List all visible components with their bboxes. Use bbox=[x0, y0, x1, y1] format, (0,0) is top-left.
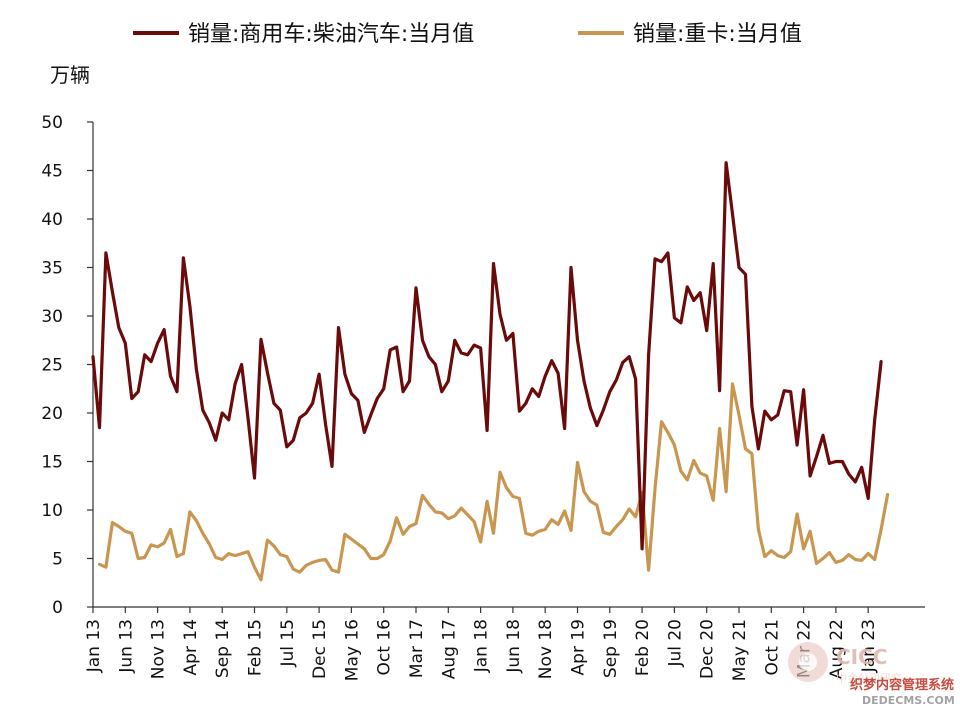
x-tick-label: Apr 14 bbox=[181, 619, 201, 675]
legend: 销量:商用车:柴油汽车:当月值 销量:重卡:当月值 bbox=[133, 22, 802, 47]
x-tick-label: Jul 20 bbox=[665, 619, 685, 668]
legend-label-diesel-commercial-vehicle: 销量:商用车:柴油汽车:当月值 bbox=[188, 22, 474, 47]
cicc-logo-inner-icon bbox=[799, 653, 817, 671]
series-line-diesel-commercial-vehicle bbox=[91, 161, 883, 551]
x-tick-label: Oct 21 bbox=[762, 619, 782, 675]
series-line-heavy-truck bbox=[97, 382, 890, 582]
x-tick-label: Feb 20 bbox=[633, 619, 653, 676]
x-tick-label: Jan 23 bbox=[859, 619, 879, 673]
watermark: CICC 中金公司研究 织梦内容管理系统 DEDECMS.COM bbox=[788, 642, 955, 707]
x-tick-label: Sep 19 bbox=[601, 619, 621, 678]
x-tick-label: May 16 bbox=[342, 619, 362, 681]
y-axis-unit-label: 万辆 bbox=[50, 63, 90, 87]
watermark-site-text-en: DEDECMS.COM bbox=[862, 694, 955, 707]
x-tick-label: Dec 20 bbox=[698, 619, 718, 679]
x-tick-label: Nov 13 bbox=[149, 619, 169, 679]
x-tick-label: Mar 17 bbox=[407, 619, 427, 678]
x-tick-label: Feb 15 bbox=[246, 619, 266, 676]
x-tick-label: Apr 19 bbox=[569, 619, 589, 675]
y-tick-label: 10 bbox=[41, 501, 63, 521]
y-tick-label: 40 bbox=[41, 210, 63, 230]
x-tick-label: Jun 18 bbox=[504, 619, 524, 674]
y-tick-label: 30 bbox=[41, 307, 63, 327]
watermark-site-text-cn: 织梦内容管理系统 bbox=[850, 677, 954, 693]
x-tick-label: Oct 16 bbox=[375, 619, 395, 675]
y-tick-label: 0 bbox=[52, 598, 63, 618]
x-tick-label: Sep 14 bbox=[213, 619, 233, 678]
legend-label-heavy-truck: 销量:重卡:当月值 bbox=[633, 22, 802, 47]
x-tick-label: Dec 15 bbox=[310, 619, 330, 679]
y-tick-label: 25 bbox=[41, 356, 63, 376]
x-tick-label: Aug 17 bbox=[439, 619, 459, 679]
x-tick-label: Jan 13 bbox=[84, 619, 104, 673]
x-tick-label: Jul 15 bbox=[278, 619, 298, 668]
y-tick-label: 15 bbox=[41, 453, 63, 473]
y-tick-label: 50 bbox=[41, 113, 63, 133]
series-layer bbox=[91, 161, 890, 582]
y-tick-label: 45 bbox=[41, 162, 63, 182]
x-axis-ticks: Jan 13 Jun 13 Nov 13 Apr 14 Sep 14 Feb 15 Jul … bbox=[84, 607, 879, 681]
x-tick-label: Nov 18 bbox=[536, 619, 556, 679]
x-tick-label: Aug 22 bbox=[827, 619, 847, 679]
watermark-faint-text: 中金公司研究 bbox=[836, 671, 902, 685]
x-tick-label: May 21 bbox=[730, 619, 750, 681]
y-tick-label: 5 bbox=[52, 550, 63, 570]
x-tick-label: Jun 13 bbox=[116, 619, 136, 674]
y-tick-label: 20 bbox=[41, 404, 63, 424]
y-axis-ticks: 0 5 10 15 20 25 30 35 40 45 50 bbox=[41, 113, 93, 618]
watermark-logo-text: CICC bbox=[836, 645, 887, 669]
x-tick-label: Jan 18 bbox=[472, 619, 492, 673]
y-tick-label: 35 bbox=[41, 259, 63, 279]
